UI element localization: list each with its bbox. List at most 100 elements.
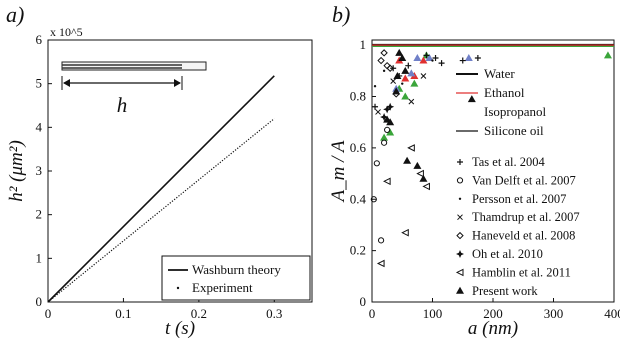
- fluid-legend-label: Water: [484, 66, 515, 81]
- marker-circle: [377, 237, 385, 244]
- x-tick-label-b: 300: [544, 306, 564, 321]
- legend-box-a: [161, 255, 311, 301]
- marker-triangle-left: [407, 144, 415, 152]
- marker-triangle-color: [425, 53, 434, 61]
- marker-triangle-filled: [413, 161, 422, 169]
- series-legend-label: Van Delft et al. 2007: [472, 173, 576, 187]
- marker-plus: [405, 62, 412, 69]
- marker-triangle-color: [386, 128, 395, 136]
- x-tick-label-b: 200: [483, 306, 503, 321]
- fluid-legend-label: Ethanol: [484, 85, 525, 100]
- marker-star: [456, 250, 464, 258]
- inset-label: h: [117, 93, 128, 117]
- series-legend-label: Thamdrup et al. 2007: [472, 210, 580, 224]
- marker-triangle-color: [419, 56, 428, 64]
- panel-b-label: b): [332, 2, 351, 27]
- x-axis-label-b: a (nm): [468, 318, 518, 339]
- marker-triangle-filled: [403, 156, 412, 164]
- marker-x: [420, 73, 427, 79]
- marker-triangle-color: [603, 51, 612, 59]
- marker-circle: [384, 126, 391, 134]
- y-tick-label-b: 0.6: [350, 140, 367, 155]
- legend-label-experiment: Experiment: [192, 280, 253, 295]
- marker-triangle-left: [383, 177, 391, 186]
- marker-triangle-left: [422, 182, 430, 191]
- marker-circle: [370, 196, 377, 203]
- marker-circle: [373, 160, 380, 167]
- y-tick-label-b: 0.4: [350, 191, 367, 206]
- marker-triangle-color: [410, 79, 419, 87]
- marker-triangle-color: [401, 92, 410, 100]
- marker-triangle-color: [401, 74, 410, 82]
- legend-swatch-experiment: [176, 286, 180, 290]
- series-legend-label: Persson et al. 2007: [472, 192, 566, 206]
- marker-star: [383, 105, 392, 114]
- inset-arrow-left: [63, 79, 70, 87]
- marker-triangle-filled: [393, 71, 402, 79]
- marker-triangle-color: [380, 133, 389, 141]
- x-tick-label-b: 100: [423, 306, 443, 321]
- y-tick-label-a: 4: [36, 119, 43, 134]
- marker-triangle-color: [413, 53, 422, 61]
- marker-triangle-left: [455, 268, 464, 277]
- series-line-washburn: [47, 75, 275, 303]
- marker-dot: [382, 69, 386, 73]
- marker-plus: [423, 52, 430, 59]
- series-legend-label: Tas et al. 2004: [472, 155, 545, 169]
- chart-a: 0 0.1 0.2 0.3 0 1 2 3 4 5 6 x 10^5 t (s) h² (μm²) h Was…: [6, 25, 313, 339]
- marker-x: [375, 109, 381, 115]
- marker-triangle-filled: [467, 95, 476, 103]
- marker-triangle-filled: [395, 48, 404, 56]
- marker-triangle-left: [416, 169, 424, 178]
- chart-b: 0 100 200 300 400 0 0.2 0.4 0.6 0.8 1 a (nm) A_m / A…: [328, 37, 620, 339]
- marker-circle: [456, 177, 464, 184]
- y-tick-label-b: 0.2: [350, 243, 366, 258]
- y-tick-label-a: 6: [36, 32, 43, 47]
- series-legend-label: Oh et al. 2010: [472, 247, 543, 261]
- y-tick-label-b: 0: [360, 294, 367, 309]
- series-legend-label: Present work: [472, 284, 538, 298]
- marker-plus: [432, 54, 439, 61]
- marker-dot: [401, 82, 404, 85]
- marker-diamond: [386, 64, 394, 72]
- x-axis-label-a: t (s): [165, 318, 195, 339]
- y-tick-label-a: 2: [36, 207, 43, 222]
- marker-triangle-filled: [419, 174, 428, 182]
- x-tick-label-b: 400: [604, 306, 620, 321]
- marker-star: [380, 113, 389, 122]
- marker-plus: [372, 103, 379, 110]
- legend-label-washburn: Washburn theory: [192, 262, 281, 277]
- marker-triangle-filled: [386, 118, 395, 126]
- y-tick-label-a: 3: [36, 163, 43, 178]
- y-tick-label-b: 0.8: [350, 89, 366, 104]
- marker-x: [408, 98, 415, 105]
- x-tick-label-a: 0.1: [115, 306, 131, 321]
- marker-triangle-left: [376, 259, 385, 268]
- marker-triangle-filled: [392, 87, 401, 95]
- series-line-experiment: [47, 118, 275, 303]
- marker-star: [386, 102, 395, 111]
- marker-triangle-left: [401, 228, 409, 237]
- marker-triangle-filled: [456, 286, 464, 294]
- marker-diamond: [380, 49, 388, 57]
- marker-circle: [381, 139, 388, 146]
- marker-dot: [431, 59, 434, 62]
- x-tick-label-a: 0: [45, 306, 52, 321]
- y-axis-label-b: A_m / A: [328, 140, 349, 203]
- marker-dot: [458, 197, 462, 200]
- inset-channel: [61, 61, 207, 71]
- marker-diamond: [456, 231, 464, 240]
- y-tick-label-a: 1: [36, 250, 43, 265]
- marker-plus: [438, 60, 445, 67]
- y-tick-label-a: 5: [36, 76, 43, 91]
- marker-diamond: [377, 56, 385, 65]
- marker-plus: [474, 54, 481, 61]
- x-tick-label-b: 0: [369, 306, 376, 321]
- marker-plus: [457, 159, 463, 165]
- marker-triangle-filled: [401, 66, 410, 74]
- x-tick-label-a: 0.2: [191, 306, 207, 321]
- marker-x: [390, 78, 397, 84]
- fluid-legend-label: Isopropanol: [484, 104, 546, 119]
- marker-dot: [373, 85, 377, 88]
